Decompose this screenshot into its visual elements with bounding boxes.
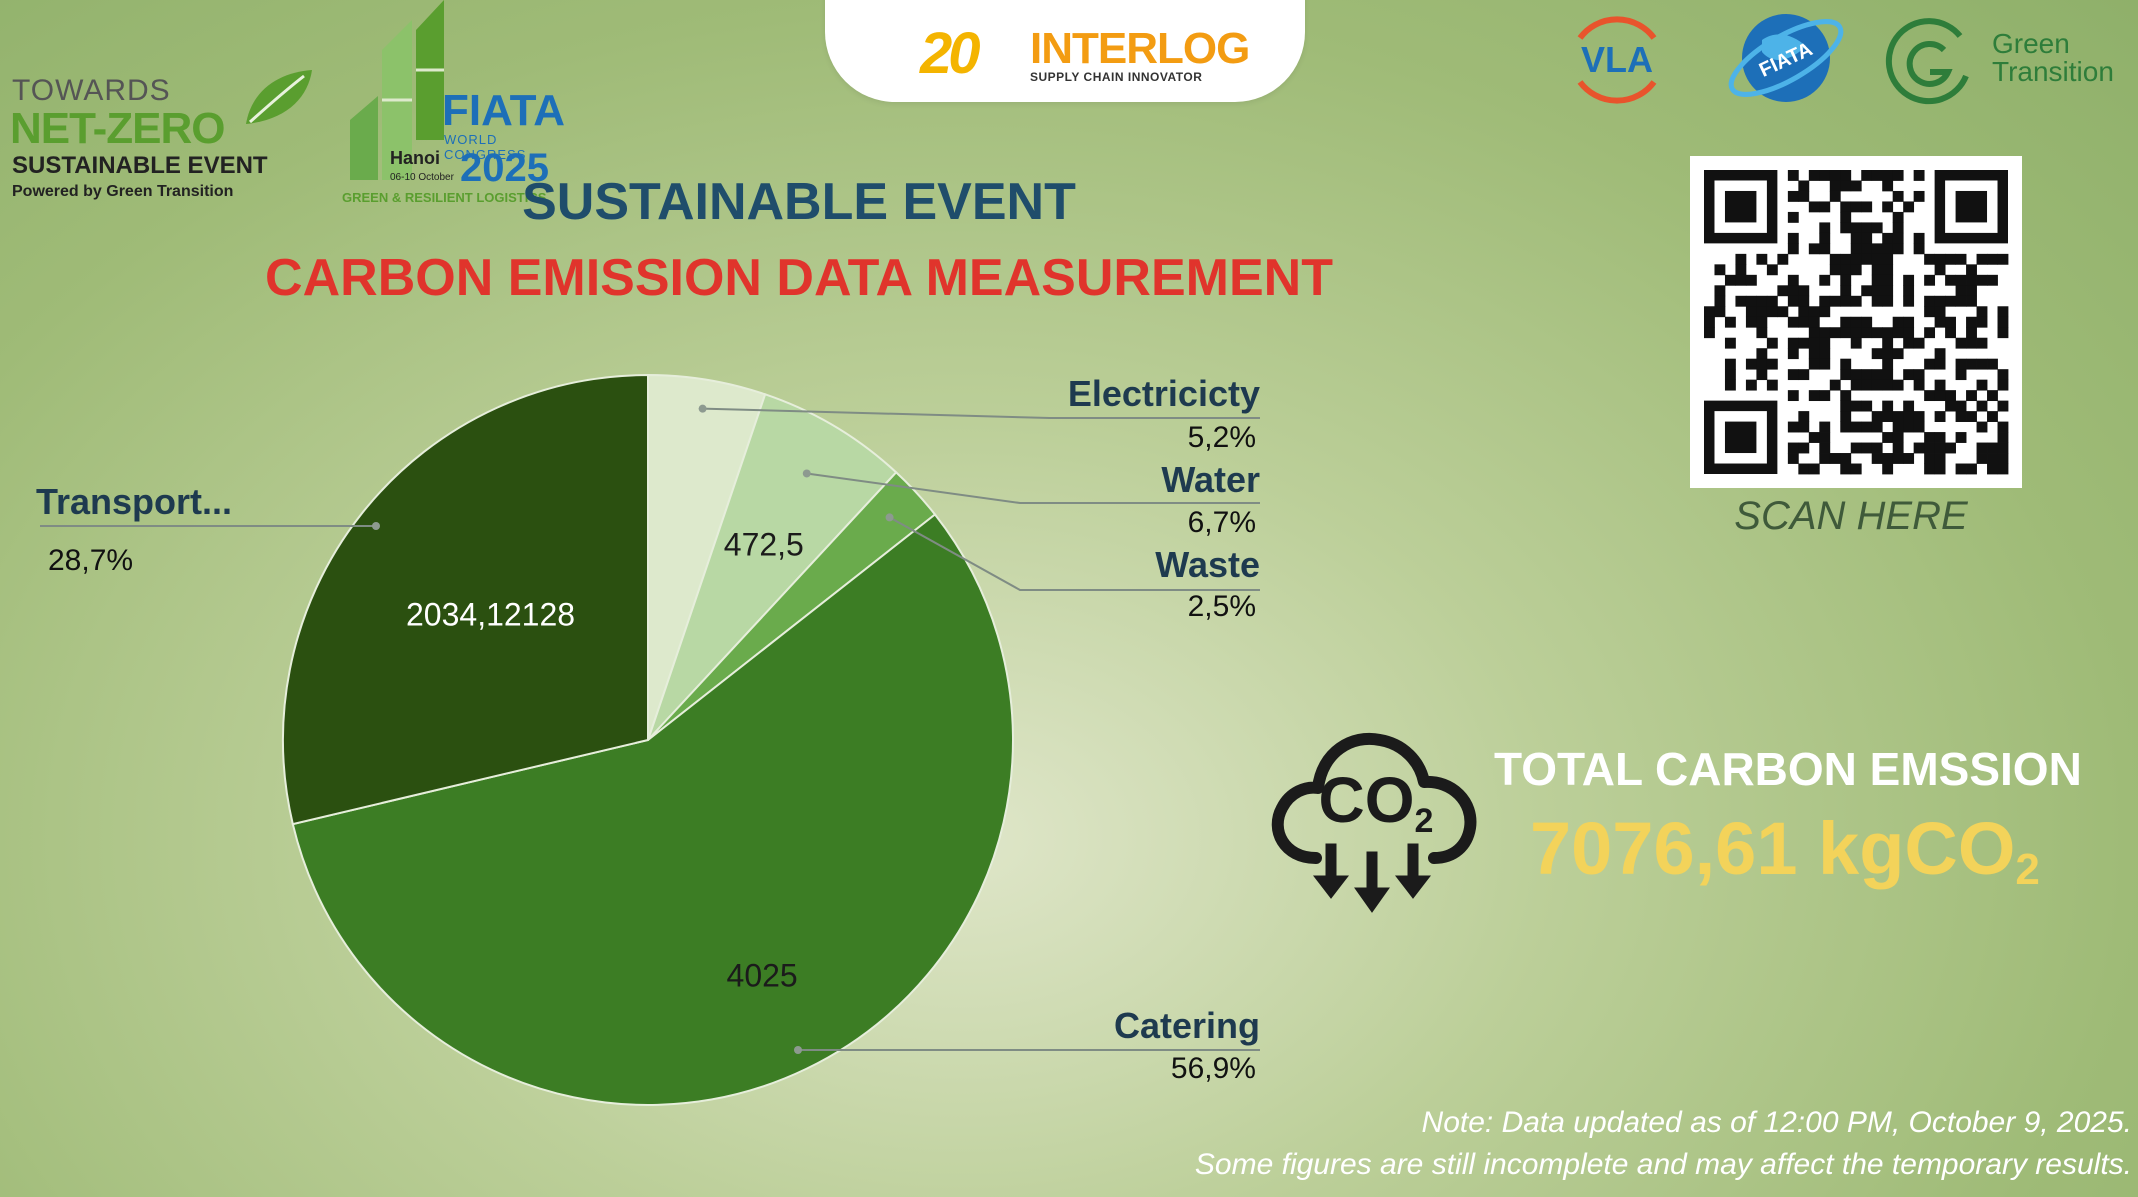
callout-line xyxy=(702,407,1260,419)
callout-label: Catering xyxy=(1114,1005,1260,1046)
qr-caption: SCAN HERE xyxy=(1734,494,1968,538)
callout-percent: 56,9% xyxy=(1171,1052,1256,1085)
emission-pie-chart: 472,5 4025 2034,12128 Electricicty 5,2% Wate… xyxy=(36,373,1260,1106)
callout-dot xyxy=(698,404,707,413)
fiata-year: 2025 xyxy=(460,146,549,190)
interlog-tagline: SUPPLY CHAIN INNOVATOR xyxy=(1030,70,1203,84)
callout-line xyxy=(806,472,1260,504)
callout-line xyxy=(889,516,1260,591)
netzero-line1: TOWARDS xyxy=(12,74,171,107)
co2-icon: CO2 xyxy=(1271,732,1477,913)
pie-slice-catering xyxy=(291,513,1014,1106)
co2-cloud-icon: CO2 xyxy=(1264,712,1484,920)
co2-icon-subscript: 2 xyxy=(1415,802,1434,840)
netzero-line2: NET-ZERO xyxy=(10,104,225,153)
green-transition-logo: Green Transition xyxy=(1882,14,2138,110)
svg-text:CO2: CO2 xyxy=(1319,764,1434,840)
fiata-globe-logo: FIATA xyxy=(1722,0,1856,120)
fiata-congress-logo: FIATA WORLD CONGRESS Hanoi 06-10 October… xyxy=(342,0,582,210)
update-note: Note: Data updated as of 12:00 PM, Octob… xyxy=(1421,1106,2132,1139)
netzero-line3: SUSTAINABLE EVENT xyxy=(12,152,268,179)
callout-percent: 28,7% xyxy=(48,544,133,577)
total-emission-subscript: 2 xyxy=(2015,845,2040,894)
pie-data-label: 472,5 xyxy=(724,527,804,563)
callout-label: Water xyxy=(1161,459,1260,500)
callout-percent: 2,5% xyxy=(1188,590,1256,623)
fiata-name: FIATA xyxy=(442,86,565,135)
qr-code-icon xyxy=(1704,170,2009,475)
interlog-logo: 20 INTERLOG SUPPLY CHAIN INNOVATOR xyxy=(920,18,1250,86)
fiata-tagline: GREEN & RESILIENT LOGISTICS xyxy=(342,190,547,205)
vla-logo: VLA xyxy=(1562,8,1672,112)
total-emission-number: 7076,61 kgCO xyxy=(1530,807,2016,890)
pie-data-label: 2034,12128 xyxy=(406,596,575,632)
interlog-name: INTERLOG xyxy=(1030,24,1250,73)
total-emission-label: TOTAL CARBON EMSSION xyxy=(1494,743,2082,795)
interlog-number: 20 xyxy=(920,21,980,86)
page-title: SUSTAINABLE EVENT xyxy=(522,173,1076,231)
fiata-dates: 06-10 October xyxy=(390,172,454,183)
disclaimer-note: Some figures are still incomplete and ma… xyxy=(1194,1148,2132,1181)
co2-icon-text: CO xyxy=(1319,764,1415,836)
green-transition-icon xyxy=(1885,18,1969,105)
callout-dot xyxy=(372,522,380,530)
pie-data-label: 4025 xyxy=(727,958,798,994)
callout-dot xyxy=(794,1046,802,1054)
building-icon xyxy=(350,0,444,180)
total-emission-value: 7076,61 kgCO2 xyxy=(1530,806,2040,895)
callout-dot xyxy=(802,469,811,478)
leaf-icon xyxy=(246,70,312,124)
netzero-powered: Powered by Green Transition xyxy=(12,183,234,200)
globe-icon: FIATA xyxy=(1728,14,1844,102)
callout-percent: 6,7% xyxy=(1188,506,1256,539)
green-transition-line2: Transition xyxy=(1992,56,2114,87)
qr-code[interactable] xyxy=(1690,156,2022,488)
pie-slice-water xyxy=(647,393,898,741)
fiata-subtitle: WORLD CONGRESS xyxy=(444,132,527,162)
green-transition-line1: Green xyxy=(1992,28,2070,59)
callout-percent: 5,2% xyxy=(1188,421,1256,454)
callout-dot xyxy=(885,513,894,522)
vla-text: VLA xyxy=(1581,39,1653,80)
page-subtitle: CARBON EMISSION DATA MEASUREMENT xyxy=(265,249,1333,307)
pie-slice-transport xyxy=(282,373,649,826)
callout-label: Electricicty xyxy=(1068,373,1260,414)
vla-ring-icon: VLA xyxy=(1577,16,1657,104)
callout-label: Transport... xyxy=(36,481,232,522)
top-logo-tab xyxy=(825,0,1305,102)
green-transition-text: Green Transition xyxy=(1992,30,2114,86)
pie-slices: 472,5 4025 2034,12128 xyxy=(282,373,1014,1106)
netzero-logo: TOWARDS NET-ZERO SUSTAINABLE EVENT Power… xyxy=(10,68,340,208)
callout-label: Waste xyxy=(1155,544,1260,585)
fiata-city: Hanoi xyxy=(390,148,441,168)
pie-callouts: Electricicty 5,2% Water 6,7% Waste 2,5% Cateri… xyxy=(36,373,1260,1085)
